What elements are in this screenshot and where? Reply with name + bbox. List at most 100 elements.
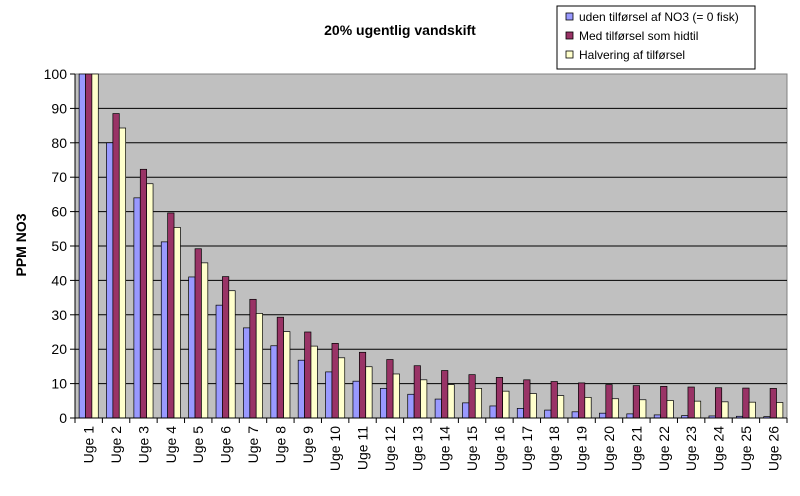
x-tick-labels: Uge 1 Uge 2 Uge 3 Uge 4 Uge 5 Uge 6 Uge 7 Uge 8… (81, 426, 782, 471)
y-tick-labels: 0 10 20 30 40 50 60 70 80 90 100 (44, 66, 68, 426)
bar (447, 384, 455, 419)
y-tick-label: 50 (51, 238, 67, 254)
bar (215, 304, 223, 419)
y-tick-label: 10 (51, 376, 67, 392)
x-tick-label: Uge 15 (464, 426, 480, 471)
bar (352, 380, 360, 419)
x-tick-label: Uge 17 (519, 426, 535, 471)
bar (413, 365, 421, 419)
x-tick-label: Uge 16 (491, 426, 507, 471)
bar (441, 370, 449, 419)
bar (468, 374, 476, 419)
x-tick-label: Uge 21 (628, 426, 644, 471)
bar (626, 413, 634, 419)
bar (78, 73, 86, 419)
bar (769, 388, 777, 419)
y-tick-label: 30 (51, 307, 67, 323)
x-tick-label: Uge 22 (656, 426, 672, 471)
bar (310, 345, 318, 419)
y-tick-label: 40 (51, 272, 67, 288)
x-tick-label: Uge 12 (382, 426, 398, 471)
bar (584, 397, 592, 419)
x-tick-label: Uge 6 (218, 426, 234, 464)
x-tick-label: Uge 11 (355, 426, 371, 470)
bar (529, 393, 537, 419)
bar (639, 399, 647, 419)
x-tick-label: Uge 26 (765, 426, 781, 471)
bar (283, 331, 291, 419)
bar (194, 248, 202, 419)
bar (523, 379, 531, 419)
x-tick-label: Uge 24 (711, 426, 727, 471)
bar (714, 387, 723, 419)
bar (133, 197, 141, 419)
x-tick-label: Uge 13 (409, 426, 425, 471)
x-tick-label: Uge 10 (327, 426, 343, 471)
legend-swatch (565, 31, 574, 40)
x-tick-label: Uge 18 (546, 426, 562, 471)
bar (255, 313, 263, 419)
y-tick-label: 80 (51, 135, 67, 151)
bar (304, 331, 312, 419)
bar (276, 316, 284, 419)
x-tick-label: Uge 3 (135, 426, 151, 464)
bar (270, 345, 278, 419)
x-tick-label: Uge 19 (574, 426, 590, 471)
bar (550, 381, 558, 419)
legend-label: Med tilførsel som hidtil (579, 29, 698, 43)
bar (365, 366, 373, 419)
chart-title: 20% ugentlig vandskift (324, 22, 476, 38)
bar (776, 402, 784, 419)
y-tick-label: 100 (44, 66, 68, 82)
legend-label: uden tilførsel af NO3 (= 0 fisk) (579, 10, 739, 24)
bar (358, 351, 367, 419)
legend: uden tilførsel af NO3 (= 0 fisk) Med tilf… (556, 5, 756, 70)
bar (666, 400, 674, 419)
bar (474, 388, 483, 419)
bar (139, 168, 148, 419)
bar (249, 298, 257, 419)
bar (660, 386, 668, 419)
bar (544, 409, 552, 419)
x-tick-label: Uge 8 (272, 426, 288, 464)
bar (228, 290, 236, 419)
bar (201, 262, 209, 419)
y-tick-label: 0 (59, 410, 67, 426)
bar (188, 276, 196, 419)
axes (70, 73, 788, 423)
bar (146, 183, 154, 419)
bar (337, 357, 346, 419)
x-tick-label: Uge 9 (300, 426, 316, 464)
bar (434, 398, 442, 419)
x-tick-label: Uge 25 (738, 426, 754, 471)
bar (160, 241, 169, 419)
bar (557, 395, 565, 419)
bar (325, 371, 333, 419)
bar (611, 398, 619, 419)
y-tick-label: 70 (51, 169, 67, 185)
bar (297, 359, 305, 419)
bar (578, 382, 586, 419)
bar (85, 73, 93, 419)
bar (721, 401, 729, 419)
y-axis-label: PPM NO3 (13, 213, 29, 276)
bar (632, 385, 640, 419)
x-tick-label: Uge 1 (81, 426, 97, 464)
bar (91, 73, 99, 419)
x-tick-label: Uge 5 (190, 426, 206, 464)
x-tick-label: Uge 14 (437, 426, 453, 471)
bar (599, 412, 607, 419)
y-tick-label: 90 (51, 100, 67, 116)
bar (243, 327, 251, 419)
bar (222, 276, 230, 419)
bar (331, 343, 339, 419)
bar (742, 387, 750, 419)
bar (420, 379, 428, 419)
bar (392, 373, 400, 419)
bar (106, 142, 114, 419)
bar (407, 393, 415, 419)
bar (489, 405, 497, 419)
bar (748, 401, 756, 419)
bar (118, 127, 127, 419)
